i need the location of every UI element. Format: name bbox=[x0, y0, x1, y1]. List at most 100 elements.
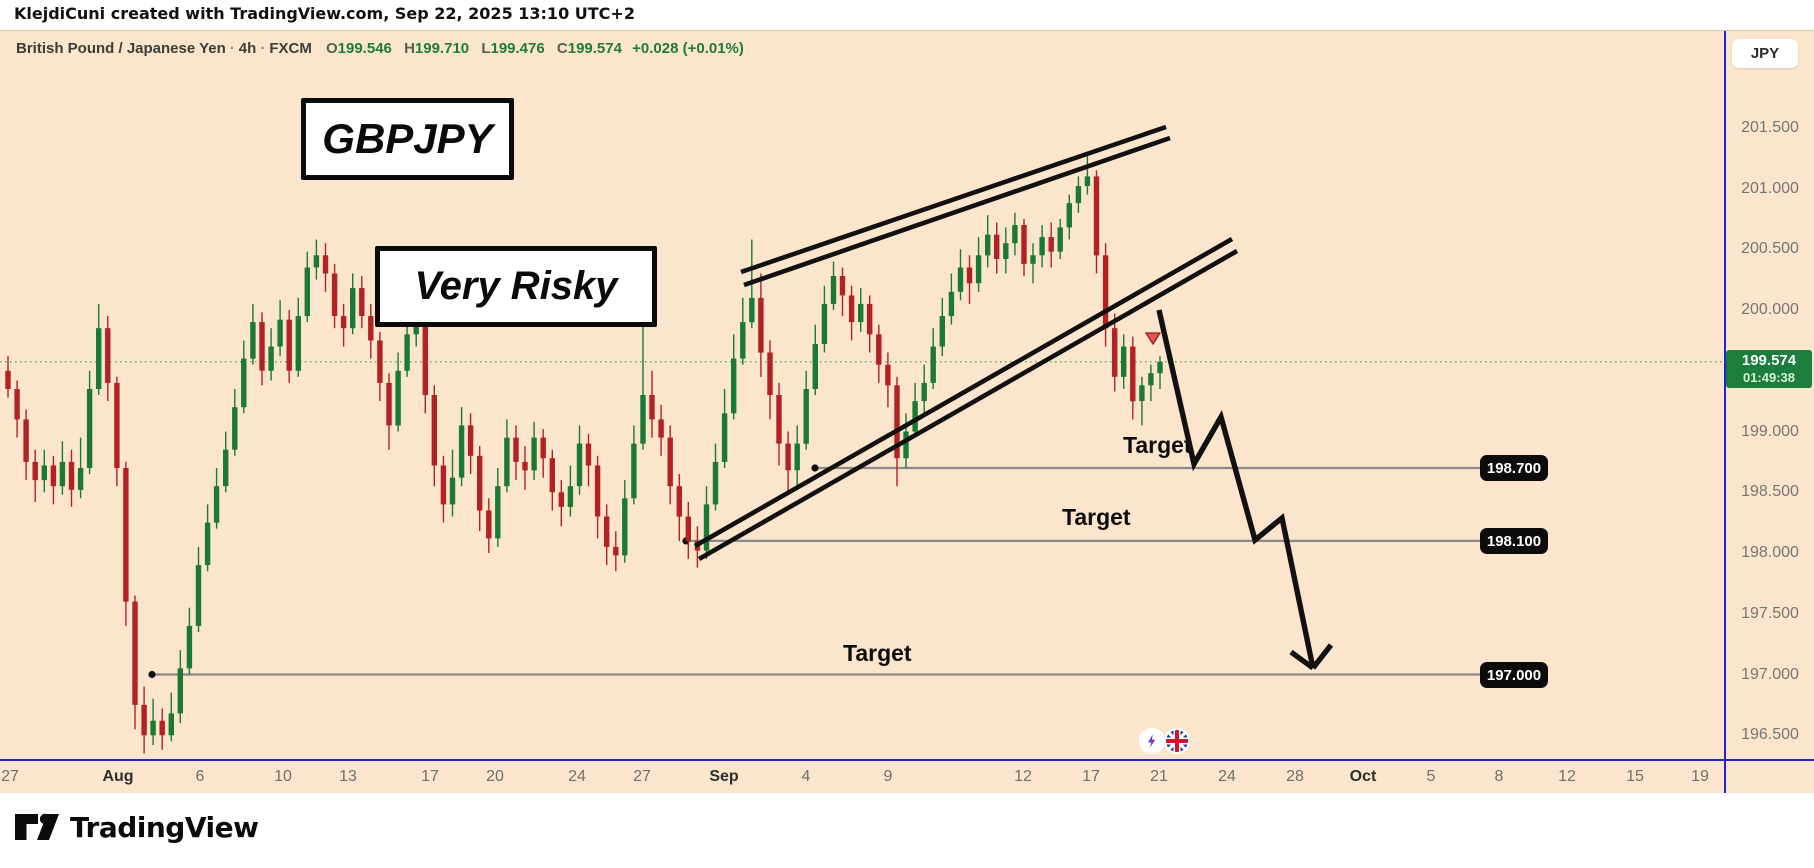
candle-body bbox=[558, 492, 564, 507]
projection-arrow[interactable] bbox=[1156, 309, 1316, 669]
title-box-drawing[interactable]: GBPJPY bbox=[301, 98, 514, 180]
symbol-title[interactable]: British Pound / Japanese Yen bbox=[16, 40, 226, 57]
candle-body bbox=[1066, 203, 1072, 228]
candle-body bbox=[703, 504, 710, 551]
target-text-1[interactable]: Target bbox=[1123, 432, 1192, 458]
candle-body bbox=[540, 437, 546, 459]
candle-body bbox=[304, 267, 310, 317]
candle-body bbox=[767, 352, 773, 395]
target-line-anchor-3[interactable] bbox=[148, 670, 156, 679]
target-price-label-2[interactable]: 198.100 bbox=[1480, 528, 1548, 554]
candle-body bbox=[640, 395, 646, 444]
target-text-3[interactable]: Target bbox=[843, 640, 912, 666]
open-value: 199.546 bbox=[337, 40, 392, 57]
risk-box-drawing[interactable]: Very Risky bbox=[375, 246, 657, 327]
candle-body bbox=[957, 267, 964, 292]
symbol-header: British Pound / Japanese Yen · 4h · FXCM O19… bbox=[16, 40, 744, 57]
candle-body bbox=[241, 358, 247, 408]
candle-body bbox=[477, 455, 483, 511]
price-axis-separator bbox=[1724, 31, 1726, 794]
candle-body bbox=[340, 316, 347, 329]
time-tick-label: 15 bbox=[1626, 768, 1644, 785]
target-line-anchor-1[interactable] bbox=[811, 464, 819, 472]
candle-body bbox=[440, 465, 447, 505]
candle-body bbox=[903, 431, 909, 459]
time-tick-label: 20 bbox=[486, 768, 504, 785]
candle-body bbox=[758, 297, 764, 353]
price-tick-label: 197.500 bbox=[1741, 605, 1799, 622]
candle-body bbox=[794, 443, 800, 471]
target-price-label-1[interactable]: 198.700 bbox=[1480, 455, 1548, 481]
candle-body bbox=[830, 276, 837, 304]
tradingview-logo[interactable]: TradingView bbox=[14, 809, 259, 845]
time-axis[interactable]: 27 Aug 6 10 13 17 20 24 27 Sep 4 9 12 17 21 24 28 Oct 5 8 12… bbox=[0, 761, 1814, 794]
chart-canvas[interactable] bbox=[0, 31, 1724, 759]
price-tick-label: 199.000 bbox=[1741, 423, 1799, 440]
lower-support-2-trendline[interactable] bbox=[697, 249, 1239, 561]
candle-body bbox=[495, 486, 501, 539]
candle-body bbox=[168, 713, 174, 736]
price-tick-label: 197.000 bbox=[1741, 666, 1799, 683]
candle-body bbox=[322, 255, 329, 274]
candle-body bbox=[395, 370, 401, 426]
economic-event-lightning-icon[interactable] bbox=[1141, 730, 1163, 752]
time-tick-label: 8 bbox=[1494, 768, 1504, 785]
candle-body bbox=[1039, 237, 1045, 256]
candle-body bbox=[268, 346, 274, 371]
candle-body bbox=[458, 425, 465, 478]
uk-flag-icon[interactable] bbox=[1166, 730, 1188, 752]
candle-body bbox=[486, 510, 492, 539]
time-tick-label: Sep bbox=[709, 768, 739, 785]
candle-body bbox=[1075, 186, 1082, 204]
last-price-badge[interactable]: 199.574 01:49:38 bbox=[1726, 350, 1812, 388]
candle-body bbox=[821, 303, 828, 344]
candle-body bbox=[676, 486, 682, 517]
candle-body bbox=[1048, 237, 1054, 252]
separator: · bbox=[229, 40, 235, 57]
candle-body bbox=[467, 425, 474, 456]
candle-body bbox=[685, 516, 691, 541]
currency-button-jpy[interactable]: JPY bbox=[1732, 39, 1798, 68]
candle-body bbox=[985, 234, 991, 256]
candle-body bbox=[1130, 346, 1136, 402]
separator: · bbox=[260, 40, 266, 57]
candle-body bbox=[1112, 328, 1118, 377]
price-tick-label: 198.500 bbox=[1741, 483, 1799, 500]
candle-body bbox=[549, 458, 555, 493]
candle-body bbox=[567, 486, 574, 507]
change-value: +0.028 (+0.01%) bbox=[632, 40, 744, 57]
candle-body bbox=[776, 395, 782, 444]
candle-body bbox=[731, 358, 737, 414]
target-price-label-3[interactable]: 197.000 bbox=[1480, 662, 1548, 688]
candle-body bbox=[350, 288, 356, 329]
candle-body bbox=[277, 319, 283, 347]
upper-resistance-2-trendline[interactable] bbox=[743, 135, 1171, 288]
price-tick-label: 196.500 bbox=[1741, 726, 1799, 743]
candle-body bbox=[649, 395, 655, 420]
candle-body bbox=[422, 324, 428, 396]
lower-support-1-trendline[interactable] bbox=[693, 237, 1234, 548]
price-tick-label: 201.500 bbox=[1741, 119, 1799, 136]
time-tick-label: 6 bbox=[195, 768, 205, 785]
candle-body bbox=[250, 322, 256, 359]
target-text-2[interactable]: Target bbox=[1062, 504, 1131, 530]
interval-label[interactable]: 4h bbox=[238, 40, 257, 57]
time-tick-label: 5 bbox=[1426, 768, 1436, 785]
upper-resistance-1-trendline[interactable] bbox=[740, 124, 1167, 275]
candle-body bbox=[123, 468, 129, 602]
lightning-icon bbox=[1148, 734, 1156, 748]
candle-body bbox=[359, 288, 365, 316]
candle-body bbox=[1121, 346, 1127, 377]
candle-body bbox=[667, 437, 673, 487]
tradingview-logo-text: TradingView bbox=[70, 810, 259, 844]
close-label: C bbox=[556, 40, 568, 57]
candle-body bbox=[1102, 255, 1109, 329]
tradingview-logo-icon bbox=[15, 813, 59, 840]
candle-body bbox=[150, 720, 156, 736]
candle-body bbox=[413, 324, 419, 335]
time-tick-label: 17 bbox=[421, 768, 439, 785]
price-axis[interactable]: 199.574 01:49:38 201.500 201.000 200.500 20… bbox=[1726, 31, 1814, 759]
candle-body bbox=[839, 276, 846, 296]
candle-body bbox=[204, 522, 211, 566]
candle-body bbox=[721, 413, 728, 462]
